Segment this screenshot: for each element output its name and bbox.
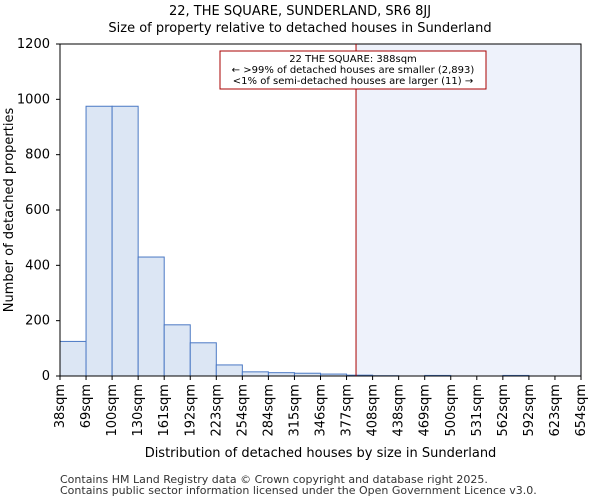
- x-tick-label-531sqm: 531sqm: [470, 384, 485, 437]
- x-tick-label-346sqm: 346sqm: [314, 384, 329, 437]
- y-tick-label-0: 0: [42, 369, 50, 384]
- x-tick-label-284sqm: 284sqm: [261, 384, 276, 437]
- y-tick-label-400: 400: [25, 258, 50, 273]
- x-tick-label-377sqm: 377sqm: [340, 384, 355, 437]
- x-axis-label: Distribution of detached houses by size …: [145, 446, 497, 461]
- chart-subtitle: Size of property relative to detached ho…: [108, 21, 492, 36]
- x-tick-label-69sqm: 69sqm: [79, 384, 94, 428]
- x-tick-label-562sqm: 562sqm: [496, 384, 511, 437]
- y-tick-label-1200: 1200: [17, 37, 50, 52]
- annotation-line-2: ← >99% of detached houses are smaller (2…: [232, 65, 475, 76]
- bar-130sqm: [137, 256, 165, 377]
- y-tick-label-1000: 1000: [17, 92, 50, 107]
- footer-line-2: Contains public sector information licen…: [60, 484, 537, 497]
- bar-38sqm: [59, 340, 87, 377]
- annotation-line-1: 22 THE SQUARE: 388sqm: [289, 54, 417, 65]
- y-axis-label: Number of detached properties: [2, 108, 17, 313]
- chart-title: 22, THE SQUARE, SUNDERLAND, SR6 8JJ: [168, 4, 432, 19]
- y-tick-label-800: 800: [25, 148, 50, 163]
- x-tick-label-315sqm: 315sqm: [287, 384, 302, 437]
- x-tick-label-38sqm: 38sqm: [53, 384, 68, 428]
- bar-192sqm: [189, 342, 217, 377]
- x-tick-label-254sqm: 254sqm: [235, 384, 250, 437]
- x-tick-label-100sqm: 100sqm: [105, 384, 120, 437]
- footer-line-1: Contains HM Land Registry data © Crown c…: [60, 473, 488, 486]
- bar-161sqm: [163, 324, 191, 377]
- x-tick-label-654sqm: 654sqm: [574, 384, 589, 437]
- x-tick-label-192sqm: 192sqm: [183, 384, 198, 437]
- bar-254sqm: [241, 371, 269, 377]
- highlight-region: [356, 44, 581, 376]
- annotation-line-3: <1% of semi-detached houses are larger (…: [233, 76, 473, 87]
- x-tick-label-223sqm: 223sqm: [209, 384, 224, 437]
- y-tick-label-600: 600: [25, 203, 50, 218]
- annotation-box: [219, 50, 487, 90]
- x-tick-label-438sqm: 438sqm: [392, 384, 407, 437]
- x-tick-label-469sqm: 469sqm: [418, 384, 433, 437]
- x-tick-label-500sqm: 500sqm: [444, 384, 459, 437]
- bar-223sqm: [215, 364, 243, 377]
- x-tick-label-408sqm: 408sqm: [366, 384, 381, 437]
- y-tick-label-200: 200: [25, 314, 50, 329]
- x-tick-label-161sqm: 161sqm: [157, 384, 172, 437]
- x-tick-label-592sqm: 592sqm: [522, 384, 537, 437]
- bar-69sqm: [85, 105, 113, 377]
- bar-100sqm: [111, 105, 139, 377]
- x-tick-label-623sqm: 623sqm: [548, 384, 563, 437]
- x-tick-label-130sqm: 130sqm: [131, 384, 146, 437]
